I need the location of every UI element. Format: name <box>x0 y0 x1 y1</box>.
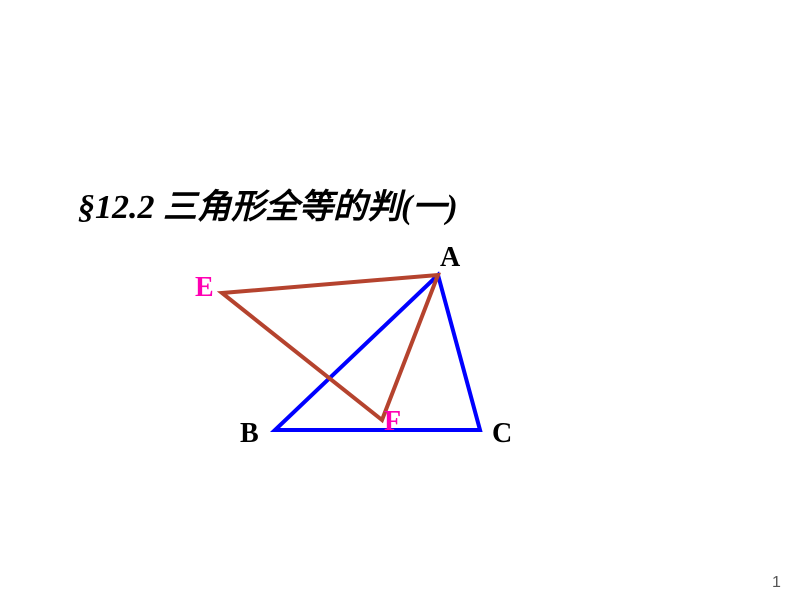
label-a: A <box>440 242 460 274</box>
page-number: 1 <box>772 574 781 592</box>
triangle-abc <box>275 275 480 430</box>
label-f: F <box>384 406 401 438</box>
triangle-diagram <box>0 0 800 600</box>
label-b: B <box>240 418 259 450</box>
label-e: E <box>195 272 214 304</box>
label-c: C <box>492 418 512 450</box>
triangle-eaf <box>222 275 438 420</box>
